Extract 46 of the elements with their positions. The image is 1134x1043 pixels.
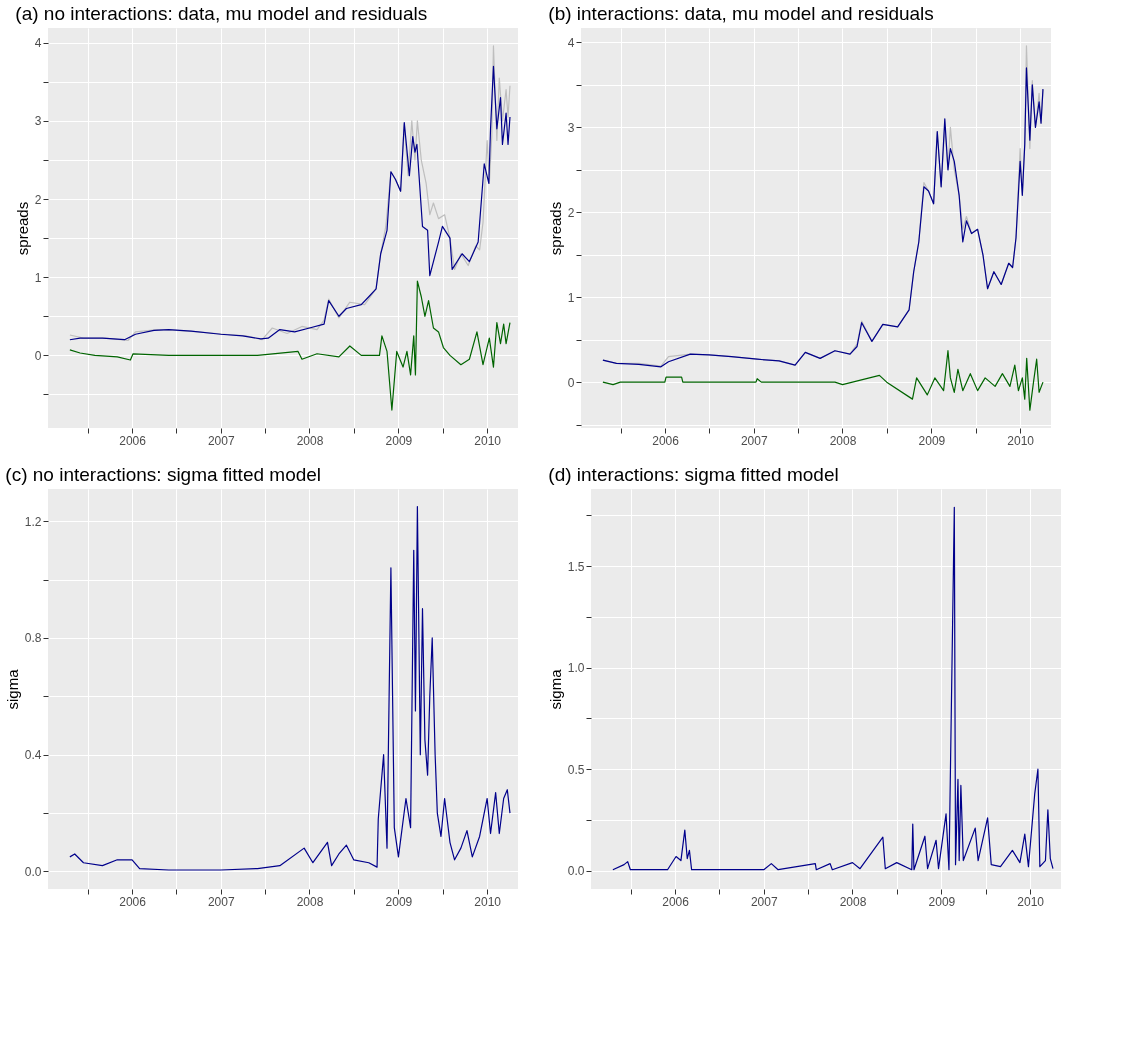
- x-tick-label: 2006: [119, 433, 147, 448]
- y-tick-label: 0.5: [567, 762, 585, 777]
- y-tick-label: 1.2: [24, 514, 42, 529]
- x-tick-label: 2008: [296, 894, 324, 909]
- x-tick-label: 2009: [928, 894, 956, 909]
- x-tick-label: 2007: [207, 433, 235, 448]
- x-tick-label: 2008: [839, 894, 867, 909]
- y-tick-label: 1.0: [567, 661, 585, 676]
- y-tick-label: 4: [34, 36, 42, 51]
- chart-title: (c) no interactions: sigma fitted model: [5, 464, 322, 485]
- x-tick-label: 2010: [1007, 433, 1035, 448]
- y-tick-label: 3: [567, 120, 575, 135]
- x-tick-label: 2006: [652, 433, 680, 448]
- y-axis-title: sigma: [3, 668, 21, 710]
- x-tick-label: 2007: [750, 894, 778, 909]
- x-tick-label: 2008: [829, 433, 857, 448]
- x-tick-label: 2007: [740, 433, 768, 448]
- y-tick-label: 2: [34, 192, 42, 207]
- x-tick-label: 2006: [119, 894, 147, 909]
- y-tick-label: 0.0: [567, 864, 585, 879]
- y-tick-label: 0.4: [24, 748, 42, 763]
- chart-title: (a) no interactions: data, mu model and residuals: [15, 3, 428, 24]
- y-tick-label: 1.5: [567, 559, 585, 574]
- x-tick-label: 2007: [207, 894, 235, 909]
- x-tick-label: 2010: [474, 433, 502, 448]
- y-tick-label: 3: [34, 114, 42, 129]
- y-tick-label: 1: [34, 270, 42, 285]
- x-tick-label: 2009: [385, 894, 413, 909]
- y-axis-title: spreads: [13, 201, 31, 256]
- y-tick-label: 4: [567, 35, 575, 50]
- y-tick-label: 2: [567, 205, 575, 220]
- y-axis-title: spreads: [546, 201, 564, 256]
- x-tick-label: 2008: [296, 433, 324, 448]
- y-tick-label: 0.8: [24, 631, 42, 646]
- y-tick-label: 0: [567, 375, 575, 390]
- x-tick-label: 2009: [918, 433, 946, 448]
- x-tick-label: 2010: [1017, 894, 1045, 909]
- chart-title: (d) interactions: sigma fitted model: [548, 464, 839, 485]
- x-tick-label: 2006: [662, 894, 690, 909]
- y-tick-label: 0: [34, 348, 42, 363]
- y-axis-title: sigma: [546, 668, 564, 710]
- y-tick-label: 1: [567, 290, 575, 305]
- x-tick-label: 2009: [385, 433, 413, 448]
- y-tick-label: 0.0: [24, 864, 42, 879]
- x-tick-label: 2010: [474, 894, 502, 909]
- chart-title: (b) interactions: data, mu model and residuals: [548, 3, 934, 24]
